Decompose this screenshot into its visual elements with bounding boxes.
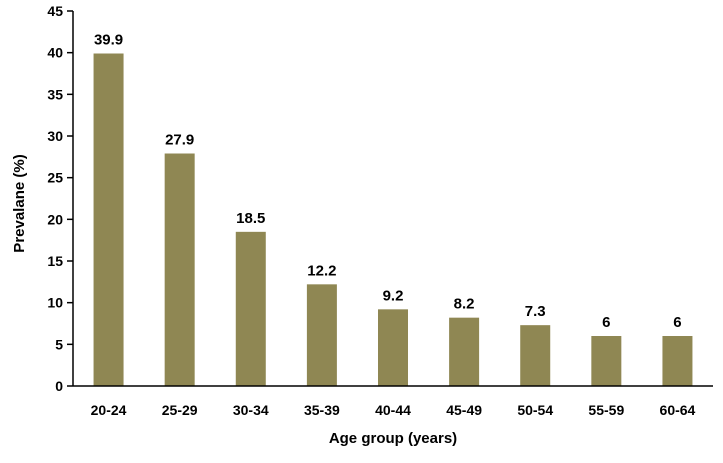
bar [662,336,693,386]
x-tick-label: 45-49 [446,402,482,418]
data-label: 12.2 [307,262,336,279]
y-tick-label: 10 [47,295,63,311]
y-tick-label: 25 [47,170,63,186]
bar [378,309,408,386]
bar [164,153,195,386]
y-tick-label: 40 [47,45,63,61]
bar [591,336,622,386]
x-tick-label: 30-34 [233,402,269,418]
y-tick-label: 0 [55,378,63,394]
x-tick-label: 20-24 [91,402,127,418]
data-label: 7.3 [525,303,546,320]
y-tick-label: 30 [47,128,63,144]
x-tick-label: 40-44 [375,402,411,418]
y-axis-title: Prevalane (%) [11,154,28,252]
y-tick-label: 20 [47,211,63,227]
data-label: 39.9 [94,32,123,49]
bar [306,284,337,386]
data-label: 6 [602,314,610,331]
x-tick-label: 60-64 [660,402,696,418]
x-axis-title: Age group (years) [329,430,457,447]
bar [235,231,266,386]
data-label: 27.9 [165,132,194,149]
x-tick-label: 25-29 [162,402,198,418]
x-tick-label: 55-59 [588,402,624,418]
data-label: 6 [673,314,681,331]
x-tick-label: 35-39 [304,402,340,418]
y-tick-label: 45 [47,3,63,19]
bars [93,53,693,386]
data-labels: 39.9 27.9 18.5 12.2 9.2 8.2 7.3 6 6 [94,32,682,332]
data-label: 8.2 [454,296,475,313]
bar [93,53,124,386]
y-tick-label: 35 [47,86,63,102]
data-label: 9.2 [383,287,404,304]
y-axis-ticks: 0 5 10 15 20 25 30 35 40 45 [47,3,73,394]
bar [520,325,551,386]
data-label: 18.5 [236,210,265,227]
y-tick-label: 5 [55,336,63,352]
x-axis-ticks: 20-24 25-29 30-34 35-39 40-44 45-49 50-54 55-59… [91,402,696,418]
x-tick-label: 50-54 [517,402,553,418]
bar [449,317,480,386]
y-tick-label: 15 [47,253,63,269]
